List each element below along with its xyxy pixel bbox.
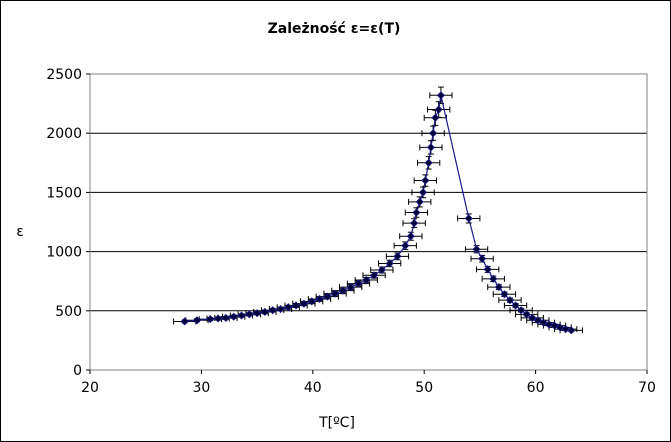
data-point [567, 326, 576, 335]
x-axis-label: T[ºC] [318, 415, 355, 431]
data-point [505, 296, 515, 305]
data-point [436, 91, 445, 100]
y-tick-label: 1000 [46, 245, 82, 261]
data-point [489, 274, 498, 283]
x-tick-label: 70 [638, 380, 656, 396]
data-point [472, 245, 481, 254]
data-point [511, 301, 520, 310]
data-point [237, 311, 246, 320]
data-point [206, 315, 215, 324]
data-point [299, 299, 308, 308]
data-point [419, 188, 428, 197]
data-point [561, 325, 570, 334]
data-point [494, 283, 503, 292]
data-point [544, 320, 554, 329]
x-tick-label: 20 [81, 380, 99, 396]
data-point [401, 241, 410, 250]
data-point [338, 286, 347, 295]
data-point [533, 316, 542, 325]
x-tick-label: 60 [527, 380, 545, 396]
data-point [522, 310, 531, 319]
data-point [214, 314, 223, 323]
data-point [370, 271, 379, 280]
data-point [429, 129, 438, 138]
data-point [415, 197, 424, 206]
data-point [253, 309, 262, 318]
data-point [464, 214, 473, 223]
data-point [517, 306, 526, 315]
x-tick-label: 30 [192, 380, 210, 396]
data-point [385, 259, 394, 268]
data-point [315, 294, 324, 304]
x-tick-label: 50 [415, 380, 433, 396]
y-tick-label: 1500 [46, 185, 82, 201]
data-point [180, 317, 189, 326]
chart-title: Zależność ε=ε(T) [268, 21, 401, 37]
data-point [434, 105, 443, 114]
data-points [180, 91, 576, 335]
data-point [426, 143, 435, 152]
series-line [184, 95, 572, 331]
data-point [377, 265, 386, 275]
error-bars [173, 86, 583, 334]
data-point [421, 176, 430, 185]
data-point [323, 292, 332, 301]
data-point [483, 265, 492, 274]
plot-area-border [89, 73, 648, 371]
data-point [478, 254, 487, 263]
data-point [192, 316, 202, 325]
data-point [393, 252, 402, 261]
data-point [331, 289, 340, 298]
y-tick-label: 2000 [46, 126, 82, 142]
x-axis: 20 30 40 50 60 70 [81, 370, 656, 396]
data-point [268, 306, 277, 315]
x-tick-label: 40 [304, 380, 322, 396]
data-point [229, 312, 238, 321]
data-point [245, 310, 254, 319]
data-point [260, 307, 269, 317]
y-axis-label: ε [16, 224, 24, 240]
data-point [276, 304, 285, 314]
y-tick-label: 2500 [46, 67, 82, 83]
y-tick-label: 0 [73, 363, 82, 379]
data-point [284, 303, 293, 312]
data-point [221, 313, 230, 322]
y-tick-label: 500 [55, 304, 82, 320]
data-point [410, 219, 419, 228]
y-axis: 0 500 1000 1500 2000 2500 [46, 67, 90, 379]
data-point [362, 275, 371, 285]
data-point [424, 158, 433, 167]
data-point [412, 208, 421, 217]
data-point [406, 232, 415, 241]
data-point [500, 290, 509, 299]
data-point [346, 283, 355, 292]
data-point [292, 301, 301, 310]
data-point [528, 313, 537, 322]
data-point [307, 297, 316, 306]
data-point [354, 279, 363, 288]
data-point [431, 113, 440, 122]
